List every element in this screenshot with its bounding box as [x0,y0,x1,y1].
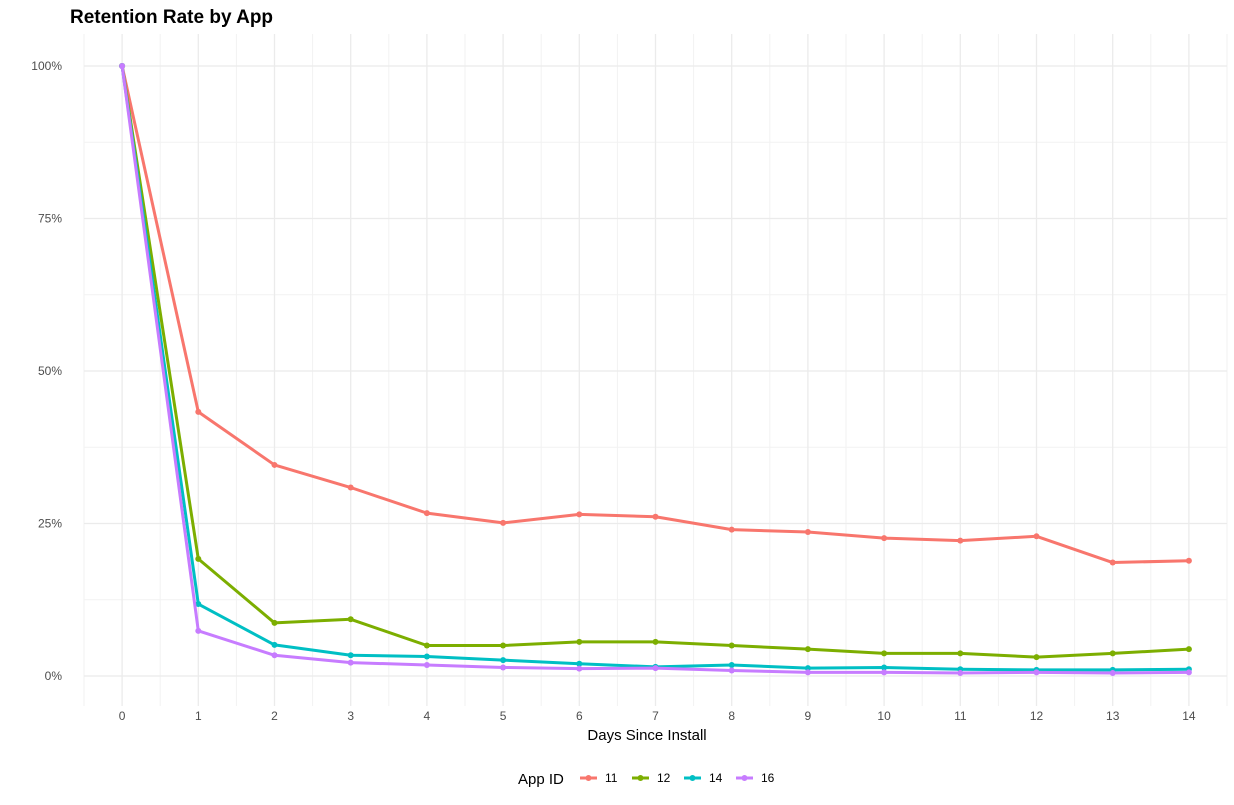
x-tick-label: 7 [652,709,659,723]
x-tick-label: 0 [119,709,126,723]
data-point-12 [423,642,430,649]
legend-key-point [585,775,592,781]
x-tick-label: 6 [576,709,583,723]
y-axis-ticks: 0% 25% 50% 75% 100% [31,59,62,683]
x-tick-label: 4 [424,709,431,723]
data-point-11 [1185,557,1192,564]
legend-key-point [741,775,748,781]
x-tick-label: 14 [1182,709,1196,723]
series-11 [119,63,1192,566]
data-point-16 [500,664,507,671]
data-point-12 [1033,654,1040,661]
data-point-11 [1109,559,1116,566]
x-tick-label: 11 [954,709,967,723]
legend-key-point [689,775,696,781]
x-tick-label: 8 [728,709,735,723]
y-tick-label: 50% [38,364,62,378]
data-point-11 [271,461,278,468]
data-point-12 [1109,650,1116,657]
data-point-11 [1033,533,1040,540]
data-point-14 [881,664,888,671]
data-point-16 [576,665,583,672]
series-16 [119,63,1192,676]
data-point-12 [576,638,583,645]
data-point-16 [119,63,126,69]
data-point-12 [728,642,735,649]
legend-item-11: 11 [580,771,618,785]
data-point-16 [881,669,888,676]
legend-item-16: 16 [736,771,775,785]
data-point-11 [804,529,811,536]
data-point-14 [804,665,811,672]
data-point-14 [423,653,430,660]
data-point-16 [1033,669,1040,676]
data-point-16 [804,669,811,676]
data-point-16 [957,669,964,676]
legend-item-14: 14 [684,771,723,785]
data-point-12 [881,650,888,657]
chart-title: Retention Rate by App [70,7,273,28]
data-point-11 [423,510,430,517]
data-point-16 [271,652,278,659]
x-tick-label: 12 [1030,709,1044,723]
data-point-16 [728,667,735,674]
data-point-12 [804,646,811,653]
x-axis-ticks: 0 1 2 3 4 5 6 7 8 9 10 11 12 13 14 [119,709,1196,723]
x-tick-label: 13 [1106,709,1120,723]
data-point-14 [271,641,278,648]
data-point-14 [500,657,507,664]
y-tick-label: 25% [38,517,62,531]
x-tick-label: 2 [271,709,278,723]
data-point-16 [347,659,354,666]
legend-label: 14 [709,771,723,785]
data-point-11 [500,519,507,526]
y-tick-label: 100% [31,59,62,73]
data-point-11 [881,535,888,542]
data-point-11 [347,484,354,491]
data-point-14 [576,660,583,667]
data-point-16 [652,665,659,672]
data-point-12 [347,616,354,623]
data-point-12 [957,650,964,657]
legend-label: 16 [761,771,775,785]
data-point-11 [576,511,583,518]
data-point-14 [728,662,735,669]
x-axis-title: Days Since Install [587,727,706,744]
legend-title: App ID [518,771,564,788]
x-tick-label: 1 [195,709,202,723]
data-point-11 [957,537,964,544]
data-point-11 [652,513,659,520]
x-tick-label: 5 [500,709,507,723]
legend-key-point [637,775,644,781]
x-tick-label: 9 [805,709,812,723]
data-point-12 [500,642,507,649]
series-12 [119,63,1192,661]
x-tick-label: 10 [877,709,891,723]
y-tick-label: 75% [38,212,62,226]
grid-layer [83,34,1228,706]
series-layer [119,63,1192,676]
data-point-11 [195,408,202,415]
data-point-12 [195,555,202,562]
y-tick-label: 0% [45,669,63,683]
legend: App ID 11 12 14 16 [518,771,775,788]
data-point-12 [271,619,278,626]
legend-label: 12 [657,771,671,785]
data-point-16 [423,662,430,669]
data-point-16 [1109,669,1116,676]
x-tick-label: 3 [347,709,354,723]
data-point-14 [195,601,202,608]
data-point-12 [1185,646,1192,653]
legend-item-12: 12 [632,771,671,785]
data-point-16 [195,627,202,634]
data-point-16 [1185,669,1192,676]
data-point-14 [347,652,354,659]
data-point-11 [728,526,735,533]
data-point-12 [652,638,659,645]
legend-label: 11 [605,771,618,785]
